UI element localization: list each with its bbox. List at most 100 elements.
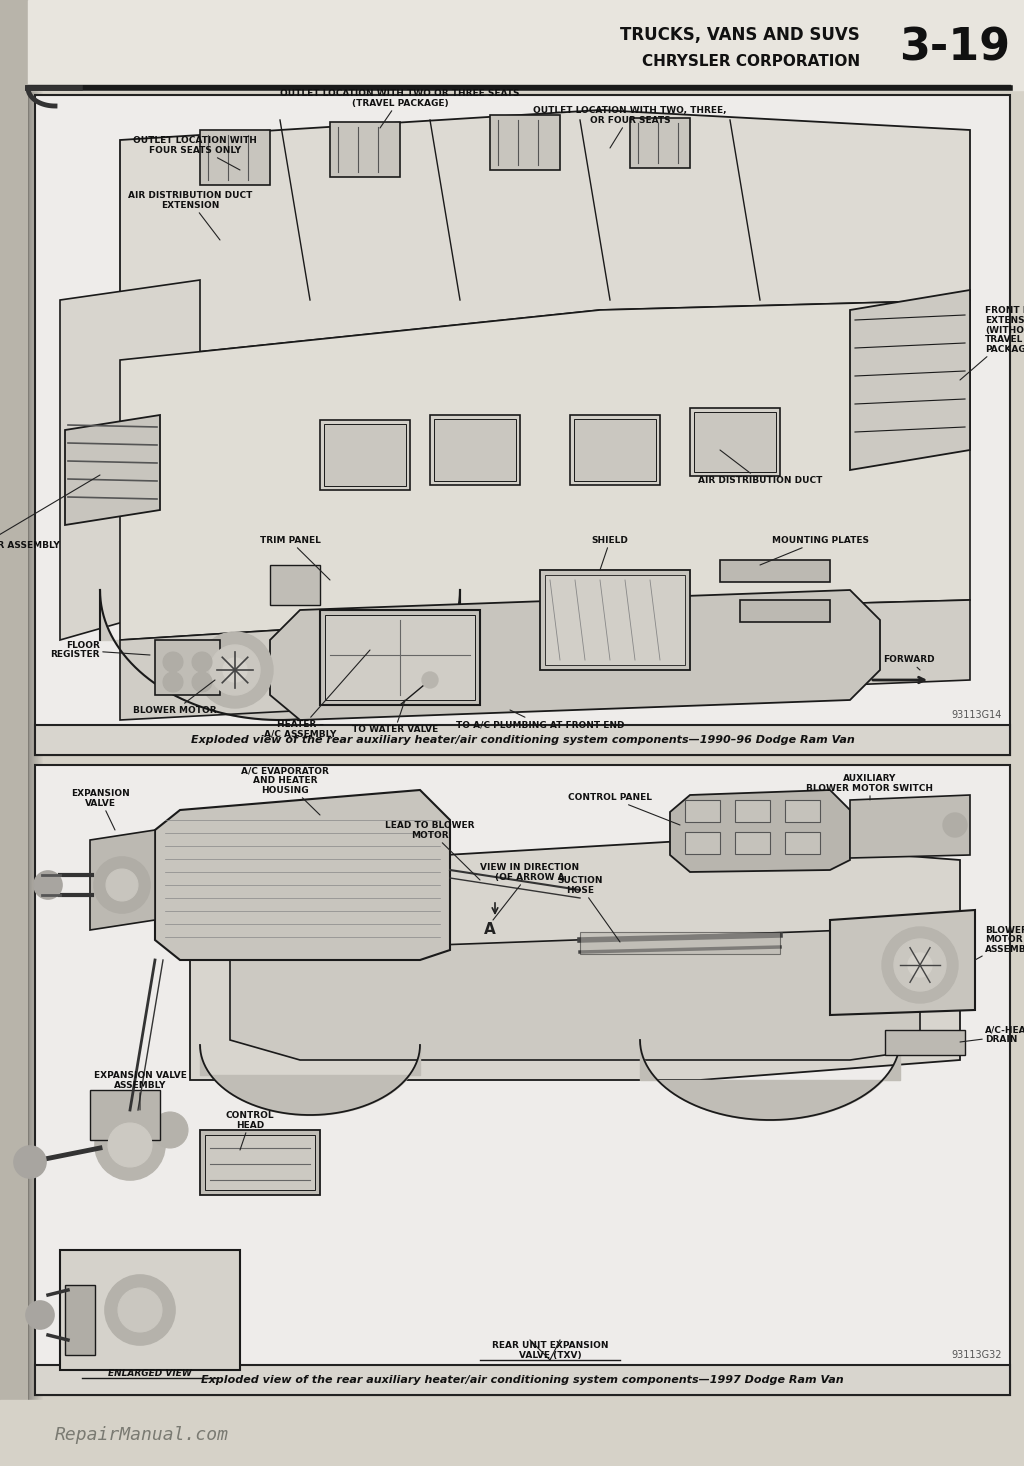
Text: REAR UNIT EXPANSION
VALVE (TXV): REAR UNIT EXPANSION VALVE (TXV) [492,1340,608,1360]
Text: EXPANSION
VALVE: EXPANSION VALVE [71,789,129,830]
Text: Chilton: Chilton [146,1035,254,1064]
Bar [270,564,319,605]
Text: CHRYSLER CORPORATION: CHRYSLER CORPORATION [642,54,860,69]
Circle shape [118,1289,162,1333]
Polygon shape [120,110,970,361]
Circle shape [943,814,967,837]
Bar [60,1250,240,1371]
Text: TRUCKS, VANS AND SUVS: TRUCKS, VANS AND SUVS [621,26,860,44]
Text: BLOWER MOTOR: BLOWER MOTOR [133,680,217,715]
Bar [580,932,780,954]
Polygon shape [90,830,155,929]
Text: SUCTION
HOSE: SUCTION HOSE [557,877,620,943]
Text: FLOOR
REGISTER: FLOOR REGISTER [50,641,150,660]
Text: SHIELD: SHIELD [592,537,629,570]
Bar [574,419,656,481]
Polygon shape [65,415,160,525]
Bar [200,130,270,185]
Text: MOUNTING PLATES: MOUNTING PLATES [760,537,868,564]
Polygon shape [60,280,200,641]
Bar [200,1130,319,1195]
Text: ENLARGED VIEW: ENLARGED VIEW [109,1369,191,1378]
Circle shape [14,1146,46,1179]
Polygon shape [850,795,970,858]
Circle shape [210,645,260,695]
Polygon shape [120,600,970,720]
Bar [330,122,400,177]
Text: OUTLET LOCATION WITH
FOUR SEATS ONLY: OUTLET LOCATION WITH FOUR SEATS ONLY [133,136,257,170]
Text: VIEW IN DIRECTION
(OF ARROW A: VIEW IN DIRECTION (OF ARROW A [480,863,580,921]
Text: EXPANSION VALVE
ASSEMBLY: EXPANSION VALVE ASSEMBLY [93,1072,186,1110]
Bar [540,570,690,670]
Circle shape [163,671,183,692]
Text: BEZEL AND LOUVER ASSEMBLY: BEZEL AND LOUVER ASSEMBLY [0,475,100,550]
Circle shape [163,652,183,671]
Text: AUXILIARY
BLOWER MOTOR SWITCH: AUXILIARY BLOWER MOTOR SWITCH [807,774,934,800]
Bar [430,415,520,485]
Bar [28,0,1024,89]
Polygon shape [190,840,961,1080]
Text: FRONT DUCT
EXTENSION
(WITHOUT
TRAVEL
PACKAGE): FRONT DUCT EXTENSION (WITHOUT TRAVEL PAC… [961,306,1024,380]
Text: AIR DISTRIBUTION DUCT
EXTENSION: AIR DISTRIBUTION DUCT EXTENSION [128,191,252,240]
Bar [319,419,410,490]
Bar [685,800,720,822]
Text: 93113G14: 93113G14 [951,710,1002,720]
Text: AIR DISTRIBUTION DUCT: AIR DISTRIBUTION DUCT [697,450,822,485]
Circle shape [152,1113,188,1148]
Circle shape [422,671,438,688]
Bar [885,1031,965,1056]
Polygon shape [670,790,850,872]
Bar [0,1400,1024,1466]
Text: BLOWER
MOTOR
ASSEMBLY: BLOWER MOTOR ASSEMBLY [975,927,1024,960]
Text: FORWARD: FORWARD [884,655,935,670]
Circle shape [223,658,247,682]
Bar [205,1135,315,1190]
Text: Chilton: Chilton [546,386,653,415]
Bar [735,800,770,822]
Text: HEATER –
A/C ASSEMBLY: HEATER – A/C ASSEMBLY [264,649,370,739]
Circle shape [105,1275,175,1344]
Bar [324,424,406,487]
Bar [740,600,830,622]
Text: LEAD TO BLOWER
MOTOR: LEAD TO BLOWER MOTOR [385,821,480,880]
Text: Chilton: Chilton [546,1035,653,1064]
Text: CONTROL PANEL: CONTROL PANEL [568,793,680,825]
Polygon shape [155,790,450,960]
Circle shape [94,858,150,913]
Text: TO WATER VALVE: TO WATER VALVE [352,699,438,734]
Text: A: A [484,922,496,937]
Text: A/C-HEATER
DRAIN: A/C-HEATER DRAIN [961,1026,1024,1044]
Bar [545,575,685,666]
Bar [490,114,560,170]
Text: Exploded view of the rear auxiliary heater/air conditioning system components—19: Exploded view of the rear auxiliary heat… [201,1375,844,1385]
Text: TRIM PANEL: TRIM PANEL [259,537,330,581]
Bar [155,641,220,695]
Bar [735,833,770,855]
Polygon shape [830,910,975,1014]
Bar [319,610,480,705]
Text: CONTROL
HEAD: CONTROL HEAD [225,1111,274,1149]
Text: TO A/C PLUMBING AT FRONT END: TO A/C PLUMBING AT FRONT END [456,710,625,729]
Bar [325,616,475,699]
Polygon shape [230,929,920,1060]
Circle shape [193,652,212,671]
Text: Exploded view of the rear auxiliary heater/air conditioning system components—19: Exploded view of the rear auxiliary heat… [190,734,854,745]
Polygon shape [270,589,880,720]
Bar [570,415,660,485]
Text: OUTLET LOCATION WITH TWO OR THREE SEATS
(TRAVEL PACKAGE): OUTLET LOCATION WITH TWO OR THREE SEATS … [281,89,520,128]
Bar [785,800,820,822]
Text: Chilton: Chilton [146,386,254,415]
Text: 93113G32: 93113G32 [951,1350,1002,1360]
Circle shape [108,1123,152,1167]
Bar [90,1091,160,1141]
Bar [35,726,1010,755]
Bar [35,765,1010,1396]
Bar [0,0,28,1466]
Circle shape [908,953,932,976]
Circle shape [193,671,212,692]
Circle shape [894,940,946,991]
Circle shape [34,871,62,899]
Text: 3-19: 3-19 [899,26,1010,69]
Bar [65,1286,95,1355]
Text: RepairManual.com: RepairManual.com [55,1426,229,1444]
